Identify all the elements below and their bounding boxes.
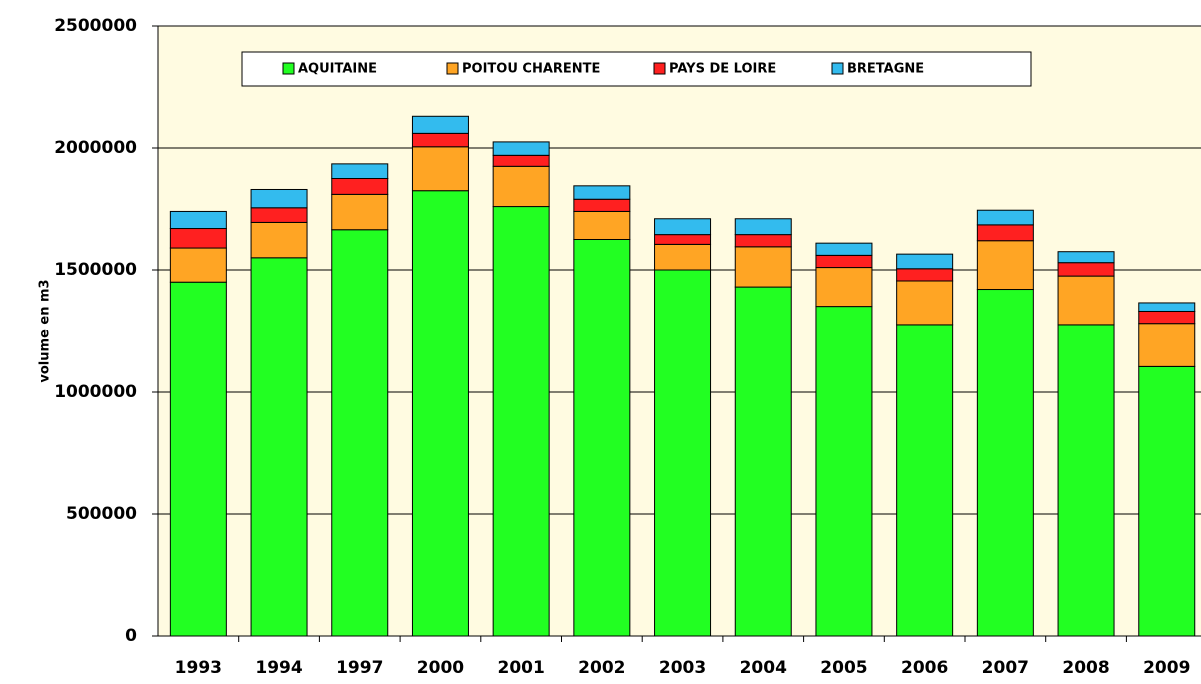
y-tick-label: 0 [125, 626, 137, 646]
bar-segment [976, 209, 1034, 226]
x-tick-label: 2008 [1062, 658, 1109, 678]
bar-segment [492, 154, 550, 167]
bar-segment [734, 246, 792, 288]
legend-box [241, 51, 1032, 87]
bar-segment [169, 210, 227, 230]
bar-segment [331, 178, 389, 195]
x-tick-label: 2002 [578, 658, 625, 678]
legend-swatch [831, 62, 844, 75]
bar-segment [734, 234, 792, 248]
bar-segment [1057, 324, 1115, 637]
bar-segment [654, 234, 712, 245]
bar-segment [734, 218, 792, 236]
bar-segment [331, 229, 389, 637]
x-tick-label: 2000 [417, 658, 464, 678]
bar-segment [1138, 365, 1196, 637]
bar-segment [896, 253, 954, 270]
bar-segment [492, 165, 550, 208]
bar-segment [1057, 262, 1115, 277]
bar-segment [976, 240, 1034, 291]
bar-segment [1138, 323, 1196, 367]
bar-segment [815, 254, 873, 269]
bar-segment [250, 221, 308, 259]
bar-segment [169, 247, 227, 283]
x-tick-label: 2009 [1143, 658, 1190, 678]
bar-segment [815, 306, 873, 637]
bar-segment [815, 267, 873, 308]
bar-segment [654, 269, 712, 637]
bar-segment [896, 268, 954, 282]
bar-segment [250, 188, 308, 209]
bar-segment [1057, 251, 1115, 264]
bar-segment [1138, 302, 1196, 312]
bar-segment [573, 198, 631, 212]
x-tick-label: 2003 [659, 658, 706, 678]
bar-segment [976, 224, 1034, 242]
x-tick-label: 2007 [982, 658, 1029, 678]
legend-label: POITOU CHARENTE [462, 62, 600, 77]
bar-segment [1138, 310, 1196, 325]
x-tick-label: 1994 [255, 658, 302, 678]
y-axis-label: volume en m3 [38, 279, 53, 382]
y-tick-label: 500000 [66, 504, 137, 524]
bar-segment [250, 207, 308, 223]
bar-segment [896, 324, 954, 637]
x-tick-label: 2005 [820, 658, 867, 678]
bar-segment [492, 206, 550, 637]
y-tick-label: 2000000 [54, 138, 137, 158]
bar-segment [169, 281, 227, 637]
bar-segment [976, 289, 1034, 637]
bar-segment [411, 132, 469, 148]
bar-segment [331, 193, 389, 231]
x-tick-label: 2006 [901, 658, 948, 678]
bar-segment [573, 210, 631, 241]
bar-segment [654, 243, 712, 271]
bar-segment [734, 286, 792, 637]
legend-label: AQUITAINE [298, 62, 377, 77]
legend-swatch [446, 62, 459, 75]
bar-segment [654, 218, 712, 236]
x-tick-label: 1993 [175, 658, 222, 678]
legend-swatch [282, 62, 295, 75]
bar-segment [411, 146, 469, 192]
legend-label: BRETAGNE [847, 62, 924, 77]
bar-segment [573, 185, 631, 200]
bar-segment [169, 228, 227, 249]
x-tick-label: 2004 [740, 658, 787, 678]
y-tick-label: 1000000 [54, 382, 137, 402]
bar-segment [896, 280, 954, 326]
x-tick-label: 2001 [497, 658, 544, 678]
bar-segment [492, 141, 550, 156]
bar-segment [1057, 275, 1115, 326]
x-tick-label: 1997 [336, 658, 383, 678]
bar-segment [411, 115, 469, 134]
y-tick-label: 1500000 [54, 260, 137, 280]
bar-segment [573, 239, 631, 637]
bar-segment [331, 163, 389, 180]
bar-segment [815, 242, 873, 256]
bar-segment [411, 190, 469, 637]
bar-segment [250, 257, 308, 637]
legend-label: PAYS DE LOIRE [669, 62, 776, 77]
y-tick-label: 2500000 [54, 16, 137, 36]
legend-swatch [653, 62, 666, 75]
